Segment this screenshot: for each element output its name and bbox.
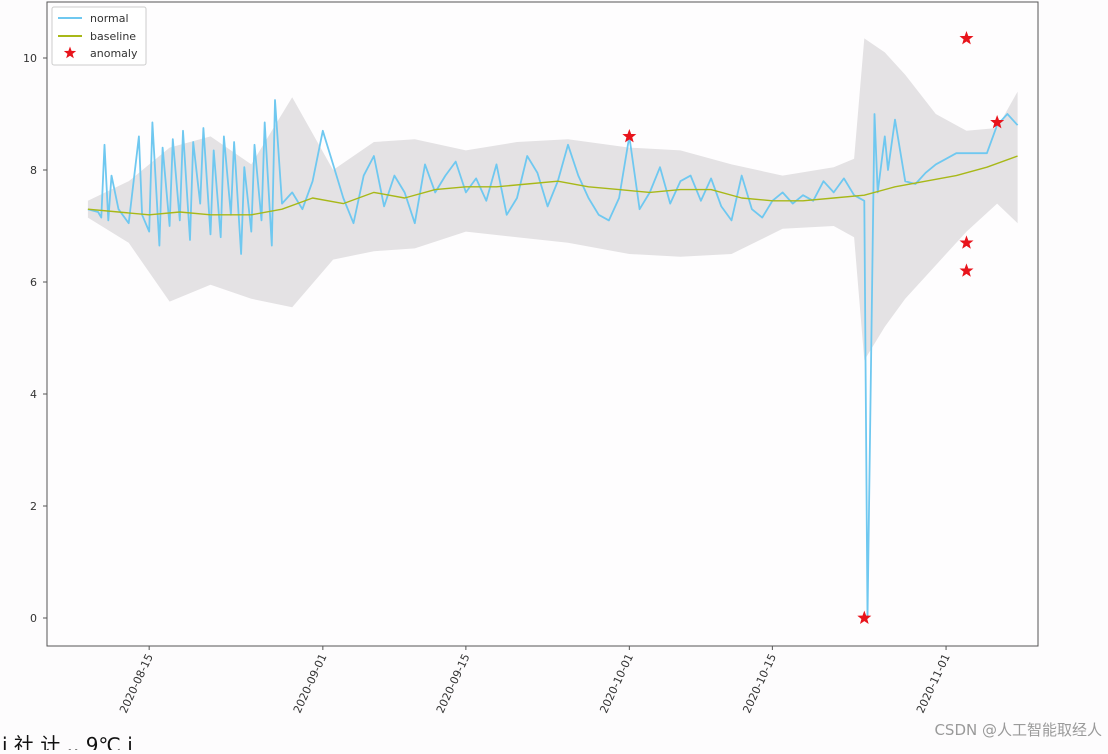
anomaly-layer <box>622 31 1005 624</box>
confidence-band <box>87 38 1018 361</box>
anomaly-point-4 <box>959 235 974 249</box>
legend-normal-label: normal <box>90 12 129 25</box>
legend-baseline-label: baseline <box>90 30 136 43</box>
anomaly-point-3 <box>959 31 974 45</box>
series-normal-line <box>87 99 1019 619</box>
legend-anomaly-swatch <box>63 46 77 59</box>
legend-anomaly-label: anomaly <box>90 47 138 60</box>
plot-frame <box>46 1 1039 647</box>
anomaly-point-1 <box>622 129 637 143</box>
y-tick-label-4: 4 <box>30 388 37 401</box>
anomaly-point-5 <box>959 263 974 277</box>
watermark: CSDN @人工智能取经人 <box>934 721 1102 739</box>
anomaly-point-6 <box>990 115 1005 129</box>
y-tick-label-10: 10 <box>23 52 37 65</box>
y-axis: 0 2 4 6 8 10 <box>23 52 47 625</box>
y-tick-label-2: 2 <box>30 500 37 513</box>
footer-fragment: ⅰ 社 计 .. 9℃ ⅰ <box>2 733 133 750</box>
anomaly-point-2 <box>857 610 872 624</box>
y-tick-label-0: 0 <box>30 612 37 625</box>
series-layer <box>87 99 1019 619</box>
confidence-band-layer <box>87 38 1018 361</box>
series-baseline-line <box>87 155 1018 216</box>
legend: normal baseline anomaly <box>51 6 147 66</box>
y-tick-label-6: 6 <box>30 276 37 289</box>
legend-box <box>51 6 147 66</box>
y-tick-label-8: 8 <box>30 164 37 177</box>
